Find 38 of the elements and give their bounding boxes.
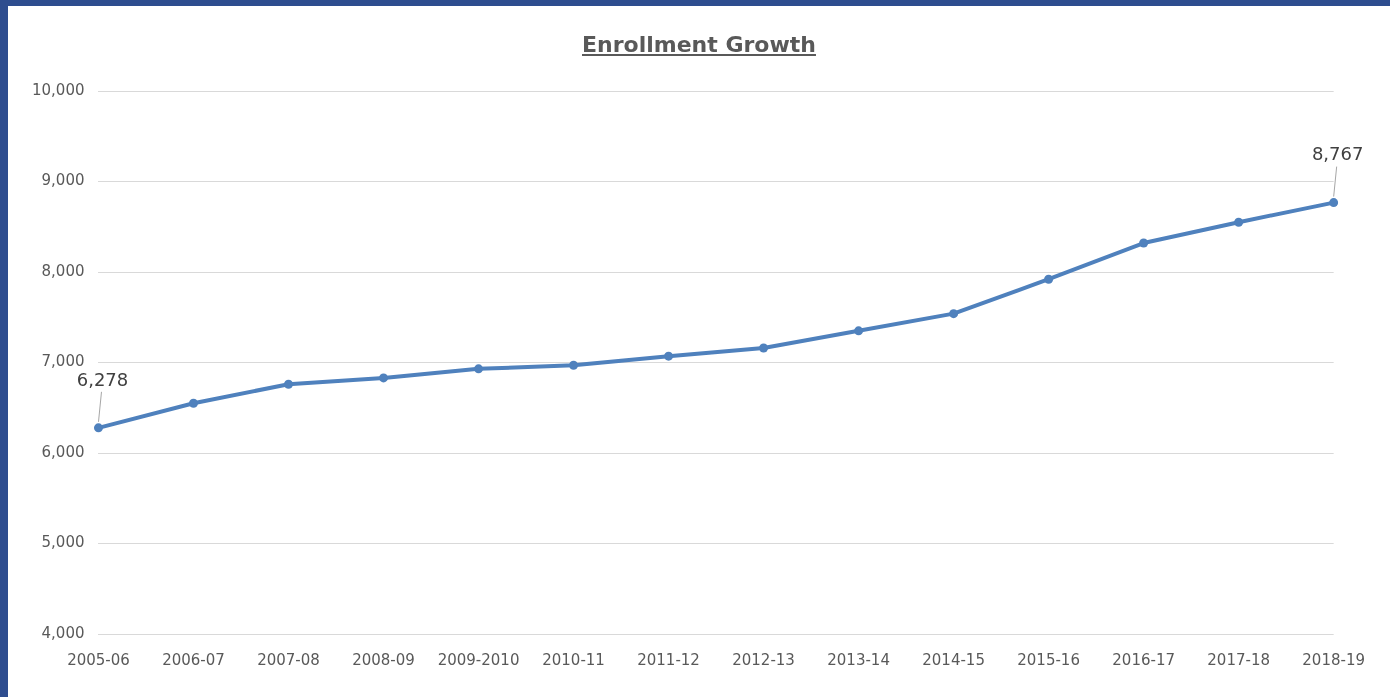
y-tick-label: 10,000 xyxy=(31,80,85,99)
x-tick-label: 2016-17 xyxy=(1112,650,1175,669)
x-tick-label: 2015-16 xyxy=(1017,650,1080,669)
x-tick-label: 2013-14 xyxy=(827,650,890,669)
point xyxy=(569,360,579,370)
point xyxy=(379,373,389,383)
x-tick-label: 2009-2010 xyxy=(437,650,520,669)
x-tick-label: 2008-09 xyxy=(352,650,415,669)
y-tick-label: 6,000 xyxy=(41,442,85,461)
point xyxy=(474,364,484,374)
x-tick-label: 2018-19 xyxy=(1302,650,1366,669)
point xyxy=(189,398,198,408)
y-tick-label: 5,000 xyxy=(41,533,85,552)
x-tick-label: 2011-12 xyxy=(637,650,700,669)
point xyxy=(284,379,294,389)
point xyxy=(1139,238,1149,248)
point xyxy=(759,343,769,353)
x-tick-label: 2007-08 xyxy=(257,650,320,669)
point xyxy=(93,423,103,433)
point xyxy=(1044,274,1054,284)
y-tick-label: 9,000 xyxy=(41,171,85,190)
point xyxy=(664,351,674,361)
x-tick-label: 2012-13 xyxy=(732,650,795,669)
point xyxy=(1234,217,1244,227)
x-tick-label: 2006-07 xyxy=(162,650,225,669)
y-tick-label: 7,000 xyxy=(41,352,85,371)
point xyxy=(949,309,959,319)
data-label: 6,278 xyxy=(76,368,129,390)
data-label: 8,767 xyxy=(1311,143,1364,165)
x-tick-label: 2005-06 xyxy=(67,650,130,669)
x-tick-label: 2014-15 xyxy=(922,650,985,669)
x-tick-label: 2017-18 xyxy=(1207,650,1270,669)
chart-title: Enrollment Growth xyxy=(582,32,816,57)
y-tick-label: 4,000 xyxy=(41,623,85,642)
y-tick-label: 8,000 xyxy=(41,261,85,280)
x-tick-label: 2010-11 xyxy=(542,650,605,669)
point xyxy=(1329,198,1339,208)
point xyxy=(854,326,864,336)
